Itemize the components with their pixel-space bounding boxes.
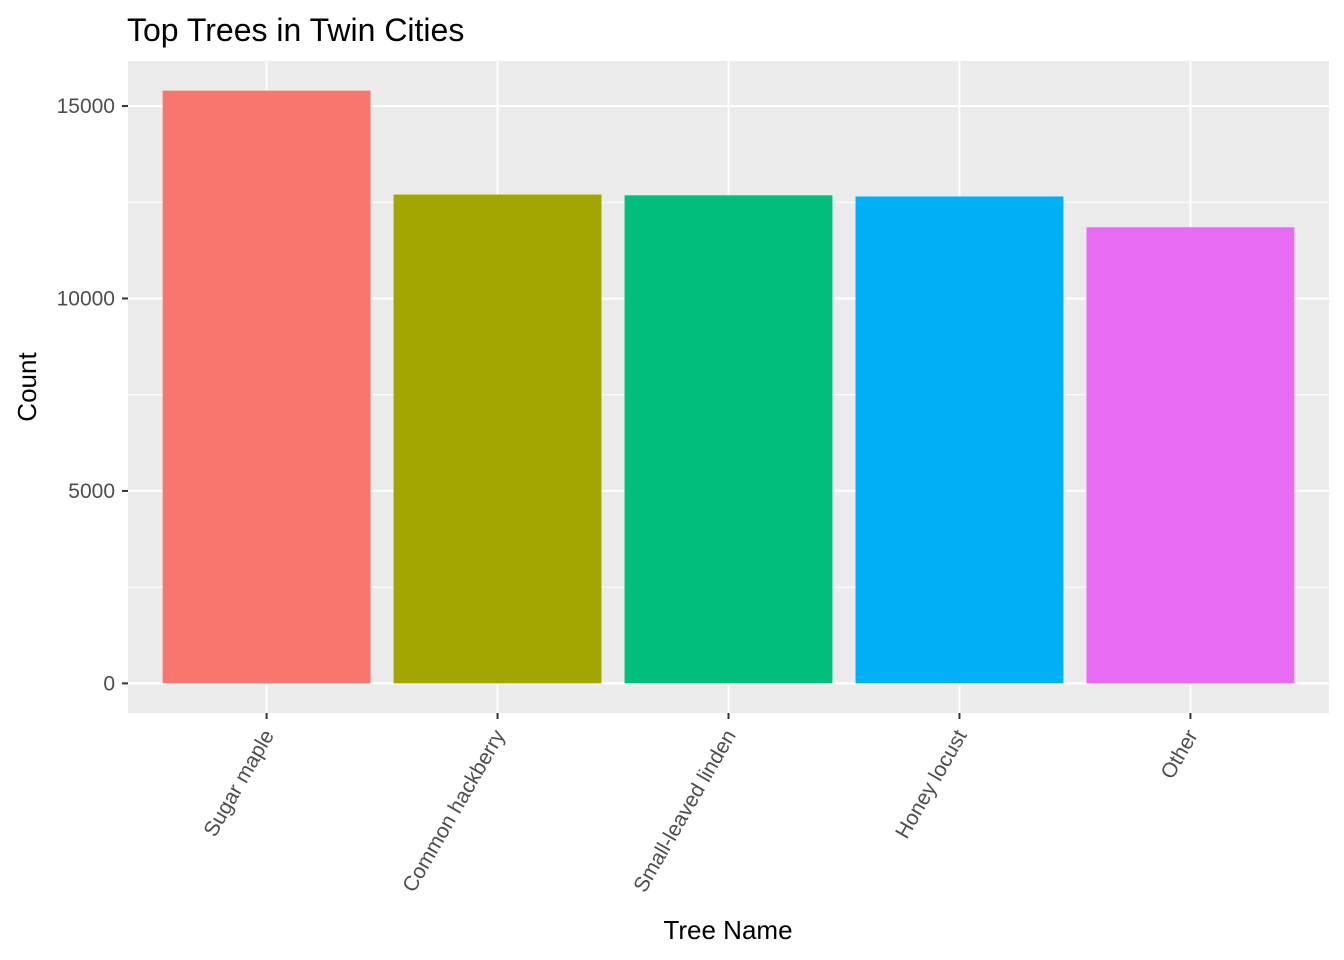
y-tick-label: 15000: [57, 95, 115, 118]
x-tick-label: Sugar maple: [199, 726, 278, 841]
y-tick-label: 10000: [57, 287, 115, 310]
y-axis: 0 5000 10000 15000: [57, 95, 128, 695]
x-axis-title: Tree Name: [663, 915, 792, 945]
bar-small-leaved-linden: [624, 195, 833, 684]
y-tick-label: 5000: [68, 480, 115, 503]
x-tick-label: Common hackberry: [398, 726, 510, 897]
chart-title: Top Trees in Twin Cities: [127, 12, 464, 48]
x-tick-label: Small-leaved linden: [629, 726, 741, 896]
bar-common-hackberry: [393, 194, 602, 684]
x-tick-label: Other: [1157, 726, 1203, 783]
bar-other: [1086, 227, 1295, 684]
bar-sugar-maple: [162, 90, 371, 684]
bar-honey-locust: [855, 196, 1064, 684]
x-tick-label: Honey locust: [891, 726, 972, 843]
y-tick-label: 0: [103, 672, 115, 695]
bars: [162, 90, 1295, 684]
y-axis-title: Count: [12, 352, 42, 422]
x-axis: Sugar maple Common hackberry Small-leaved …: [199, 713, 1203, 897]
